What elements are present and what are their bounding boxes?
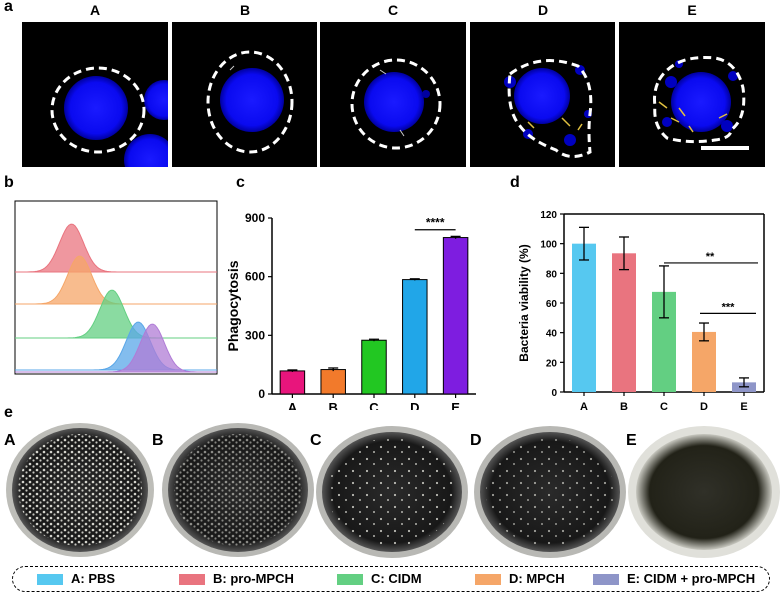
bar-b	[612, 253, 636, 392]
x-tick-label: A	[580, 401, 588, 410]
x-tick-label: B	[620, 401, 628, 410]
x-tick-label: C	[369, 400, 379, 410]
dish-a	[0, 420, 155, 560]
y-tick-label: 900	[245, 211, 265, 225]
panel-a-letter: a	[4, 0, 13, 15]
cell-image-a	[22, 22, 168, 167]
bar-a	[572, 243, 596, 392]
legend-label-d: D: MPCH	[509, 571, 565, 586]
legend-label-c: C: CIDM	[371, 571, 422, 586]
legend-swatch-b	[179, 574, 205, 585]
significance-label: ***	[722, 301, 736, 313]
significance-label: **	[706, 251, 715, 263]
histogram-series-5	[15, 323, 217, 373]
x-tick-label: E	[451, 400, 460, 410]
cell-image-e-graphic	[653, 55, 749, 150]
y-tick-label: 80	[546, 269, 558, 280]
histogram-series-3	[15, 289, 217, 339]
y-tick-label: 20	[546, 358, 558, 369]
y-tick-label: 0	[258, 387, 265, 401]
panel-d-letter: d	[510, 174, 520, 191]
panel-b-letter: b	[4, 174, 14, 191]
x-tick-label: C	[660, 401, 668, 410]
legend-label-e: E: CIDM + pro-MPCH	[627, 571, 756, 586]
dish-label-c: C	[310, 432, 322, 449]
cell-image-b-graphic	[206, 50, 294, 154]
cell-image-e	[619, 22, 765, 167]
dish-label-a: A	[4, 432, 16, 449]
bar-a	[279, 370, 306, 395]
panel-b-histogram	[14, 200, 218, 375]
y-tick-label: 120	[540, 210, 557, 221]
legend-swatch-e	[593, 574, 619, 585]
y-tick-label: 60	[546, 299, 558, 310]
y-tick-label: 100	[540, 240, 557, 251]
cell-image-c	[320, 22, 466, 167]
bar-c	[361, 339, 387, 395]
cell-image-b	[172, 22, 317, 167]
x-tick-label: E	[740, 401, 747, 410]
cell-image-d	[470, 22, 615, 167]
dish-label-e: E	[626, 432, 637, 449]
dish-c	[316, 426, 468, 558]
dish-label-b: B	[152, 432, 164, 449]
x-tick-label: A	[288, 400, 298, 410]
panel-a-label-e: E	[687, 2, 697, 18]
histogram-series-1	[15, 223, 217, 273]
histogram-series-4	[15, 321, 217, 371]
bar-d	[692, 331, 716, 392]
panel-a-label-b: B	[239, 2, 251, 18]
y-tick-label: 600	[245, 270, 265, 284]
panel-c-chart: 0 300 600 900 Phagocytosis A B C D E ****	[225, 211, 476, 410]
bar-e	[442, 237, 469, 395]
legend-box: A: PBS B: pro-MPCH C: CIDM D: MPCH E: CI…	[12, 566, 770, 592]
bar-d	[402, 279, 428, 395]
x-tick-label: D	[700, 401, 708, 410]
bar-b	[320, 369, 346, 395]
panel-d-chart: 0 20 40 60 80 100 120 Bacteria viability (%) A B C…	[517, 210, 765, 410]
legend-label-b: B: pro-MPCH	[213, 571, 294, 586]
dish-d	[474, 426, 626, 558]
y-axis-label: Bacteria viability (%)	[517, 244, 531, 361]
y-tick-label: 0	[551, 388, 557, 399]
x-tick-label: B	[329, 400, 338, 410]
cell-image-d-graphic	[504, 59, 593, 158]
panel-e-letter: e	[4, 404, 13, 421]
y-tick-label: 40	[546, 329, 558, 340]
cell-image-a-graphic	[50, 66, 168, 167]
panel-a-label-a: A	[89, 2, 101, 18]
panel-a-label-d: D	[537, 2, 549, 18]
legend-swatch-c	[337, 574, 363, 585]
legend-label-a: A: PBS	[71, 571, 116, 586]
cell-image-c-graphic	[350, 58, 442, 150]
panel-c-letter: c	[236, 174, 245, 191]
dish-b	[162, 423, 314, 557]
legend-swatch-a	[37, 574, 63, 585]
y-axis-label: Phagocytosis	[225, 260, 241, 351]
legend-swatch-d	[475, 574, 501, 585]
x-tick-label: D	[410, 400, 419, 410]
dish-label-d: D	[470, 432, 482, 449]
dish-e	[628, 426, 780, 558]
y-tick-label: 300	[245, 328, 265, 342]
panel-a-label-c: C	[387, 2, 399, 18]
panel-b-frame	[14, 200, 218, 375]
significance-label: ****	[426, 216, 445, 230]
scale-bar	[701, 146, 749, 150]
panel-e-dishes	[0, 420, 780, 560]
